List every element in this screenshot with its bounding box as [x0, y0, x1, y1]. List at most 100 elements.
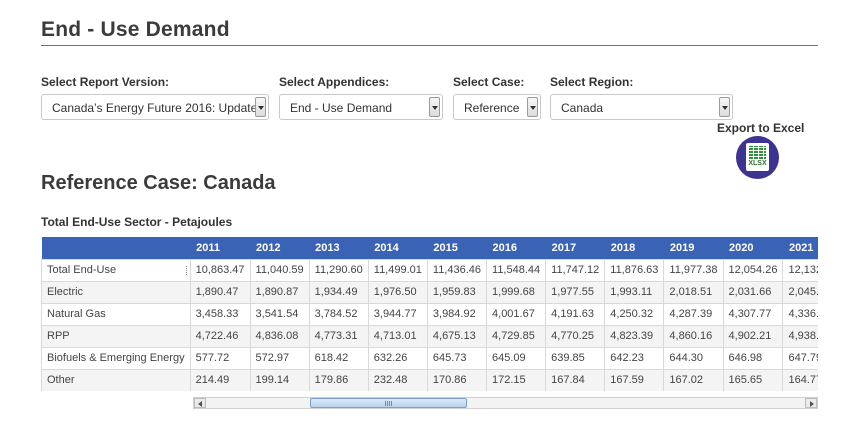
scroll-left-icon[interactable]: [194, 398, 206, 408]
table-cell: 2,018.51: [663, 280, 724, 304]
table-cell: 645.09: [486, 346, 547, 370]
chevron-down-icon[interactable]: [429, 97, 440, 117]
scroll-right-icon[interactable]: [805, 398, 817, 408]
header-cell-year: 2017: [545, 237, 605, 259]
appendices-select[interactable]: End - Use Demand: [279, 94, 443, 120]
table-cell: 167.84: [545, 368, 606, 391]
table-cell: 11,747.12: [545, 258, 606, 282]
table-cell: 1,890.87: [249, 280, 310, 304]
table-row: Electric 1,890.47 1,890.87 1,934.49 1,976.50…: [41, 280, 818, 304]
table-cell: 3,784.52: [308, 302, 369, 326]
table-cell: 172.15: [486, 368, 547, 391]
title-divider: [41, 45, 818, 46]
table-cell: 4,860.16: [663, 324, 724, 348]
header-cell-year: 2021: [782, 237, 818, 259]
header-cell-year: 2020: [723, 237, 783, 259]
table-cell: 644.30: [663, 346, 724, 370]
table-cell: 4,836.08: [249, 324, 310, 348]
table-cell: 3,984.92: [426, 302, 488, 326]
table-cell: 10,863.47: [189, 258, 251, 282]
row-label: Biofuels & Emerging Energy: [47, 352, 185, 364]
header-cell-label: [41, 237, 191, 259]
header-cell-year: 2014: [368, 237, 428, 259]
header-cell-year: 2016: [486, 237, 546, 259]
case-select[interactable]: Reference: [453, 94, 541, 120]
table-cell: 167.02: [663, 368, 724, 391]
chevron-down-icon[interactable]: [719, 97, 730, 117]
table-row: Biofuels & Emerging Energy 577.72 572.97 61…: [41, 346, 818, 370]
table-cell: 4,823.39: [604, 324, 665, 348]
table-cell: 4,191.63: [545, 302, 606, 326]
table-cell: 12,054.26: [722, 258, 784, 282]
row-label: Total End-Use: [47, 264, 117, 276]
row-label-cell: Natural Gas: [41, 302, 191, 326]
region-select[interactable]: Canada: [550, 94, 733, 120]
excel-file-icon: XLSX: [746, 143, 769, 171]
table-cell: 3,944.77: [367, 302, 428, 326]
table-row: RPP 4,722.46 4,836.08 4,773.31 4,713.01 4,675…: [41, 324, 818, 348]
table-cell: 11,436.46: [426, 258, 488, 282]
table-cell: 4,336.13: [782, 302, 818, 326]
row-label-cell: Electric: [41, 280, 191, 304]
table-cell: 1,977.55: [545, 280, 606, 304]
header-cell-year: 2012: [250, 237, 310, 259]
table-cell: 645.73: [426, 346, 488, 370]
chevron-down-icon[interactable]: [527, 97, 538, 117]
row-label: Natural Gas: [47, 308, 106, 320]
scrollbar-thumb[interactable]: [310, 398, 467, 408]
table-cell: 642.23: [604, 346, 665, 370]
header-cell-year: 2019: [663, 237, 724, 259]
row-label-cell: Total End-Use: [41, 258, 191, 282]
horizontal-scrollbar[interactable]: [193, 397, 818, 409]
table-cell: 170.86: [426, 368, 488, 391]
table-cell: 4,250.32: [604, 302, 665, 326]
header-cell-year: 2013: [309, 237, 369, 259]
row-label-cell: Biofuels & Emerging Energy: [41, 346, 191, 370]
case-label: Select Case:: [453, 75, 525, 89]
table-cell: 4,287.39: [663, 302, 724, 326]
xlsx-icon-text: XLSX: [748, 160, 767, 167]
table-cell: 2,031.66: [722, 280, 784, 304]
table-cell: 12,132.74: [782, 258, 818, 282]
table-caption: Total End-Use Sector - Petajoules: [41, 215, 233, 229]
table-cell: 4,675.13: [426, 324, 488, 348]
table-cell: 4,307.77: [722, 302, 784, 326]
chevron-down-icon[interactable]: [255, 97, 266, 117]
table-cell: 11,876.63: [604, 258, 665, 282]
table-cell: 1,976.50: [367, 280, 428, 304]
report-version-select[interactable]: Canada’s Energy Future 2016: Update: [41, 94, 269, 120]
table-cell: 4,729.85: [486, 324, 547, 348]
table-cell: 11,977.38: [663, 258, 724, 282]
region-label: Select Region:: [550, 75, 634, 89]
table-cell: 11,040.59: [249, 258, 310, 282]
table-cell: 4,770.25: [545, 324, 606, 348]
region-value: Canada: [561, 101, 604, 115]
table-header-row: 2011 2012 2013 2014 2015 2016 2017 2018 2019 2020…: [41, 237, 818, 259]
row-label-cell: Other: [41, 368, 191, 391]
appendices-label: Select Appendices:: [279, 75, 390, 89]
table-cell: 1,934.49: [308, 280, 369, 304]
table-cell: 11,499.01: [367, 258, 428, 282]
row-label: Electric: [47, 286, 84, 298]
table-cell: 4,938.08: [782, 324, 818, 348]
table-cell: 214.49: [189, 368, 251, 391]
table-cell: 639.85: [545, 346, 606, 370]
table-cell: 577.72: [189, 346, 251, 370]
table-cell: 232.48: [367, 368, 428, 391]
report-version-value: Canada’s Energy Future 2016: Update: [52, 101, 258, 115]
table-cell: 572.97: [249, 346, 310, 370]
export-label: Export to Excel: [717, 121, 805, 135]
data-table-container[interactable]: 2011 2012 2013 2014 2015 2016 2017 2018 2019 2020…: [41, 237, 818, 391]
header-cell-year: 2011: [190, 237, 251, 259]
page-title: End - Use Demand: [41, 18, 230, 41]
table-cell: 4,773.31: [308, 324, 369, 348]
table-cell: 646.98: [722, 346, 784, 370]
case-title: Reference Case: Canada: [41, 172, 276, 194]
table-cell: 647.79: [782, 346, 818, 370]
table-cell: 165.65: [722, 368, 784, 391]
header-cell-year: 2015: [427, 237, 487, 259]
case-value: Reference: [464, 101, 520, 115]
column-resize-handle[interactable]: [185, 265, 187, 275]
table-cell: 632.26: [367, 346, 428, 370]
export-excel-button[interactable]: XLSX: [736, 136, 779, 179]
